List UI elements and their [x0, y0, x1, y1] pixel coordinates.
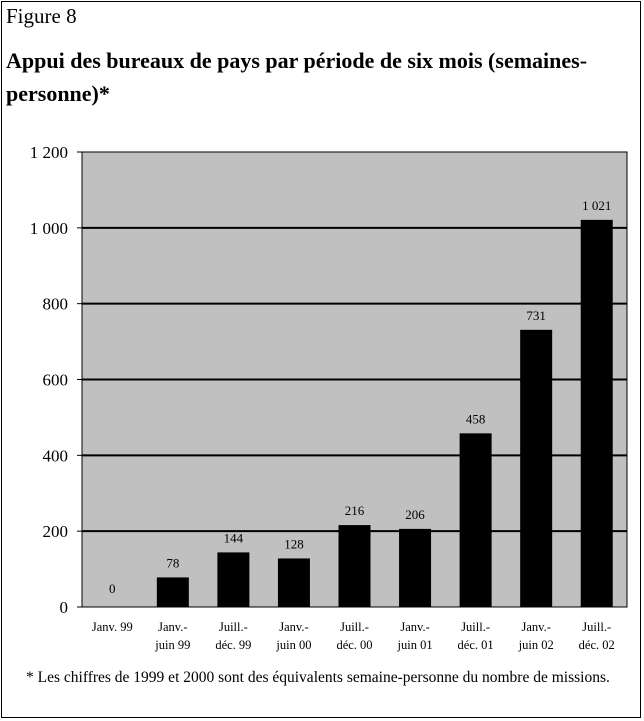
- y-tick-label: 1 200: [30, 143, 68, 162]
- y-tick-label: 200: [43, 522, 69, 541]
- figure-label: Figure 8: [6, 4, 77, 28]
- x-tick-label: Juill.-déc. 02: [579, 620, 615, 652]
- y-tick-label: 400: [43, 446, 69, 465]
- data-label: 731: [526, 308, 546, 323]
- bar: [277, 558, 310, 607]
- y-tick-label: 0: [60, 598, 69, 617]
- x-tick-label: Janv.-juin 99: [154, 620, 190, 652]
- x-tick-label: Juill.-déc. 00: [336, 620, 372, 652]
- y-tick-label: 600: [43, 371, 69, 390]
- x-tick-label: Janv. 99: [92, 620, 133, 634]
- bar: [217, 552, 250, 607]
- data-label: 1 021: [582, 198, 611, 213]
- data-label: 144: [224, 530, 244, 545]
- x-tick-label: Janv.-juin 02: [518, 620, 554, 652]
- data-label: 216: [345, 503, 365, 518]
- footnote: * Les chiffres de 1999 et 2000 sont des …: [26, 669, 610, 686]
- x-tick-label: Janv.-juin 01: [397, 620, 433, 652]
- data-label: 78: [166, 555, 179, 570]
- chart-title: Appui des bureaux de pays par période de…: [6, 48, 588, 106]
- x-tick-label: Juill.-déc. 99: [215, 620, 251, 652]
- data-label: 458: [466, 411, 486, 426]
- bar: [459, 433, 492, 607]
- bar: [580, 219, 613, 607]
- x-tick-label: Janv.-juin 00: [275, 620, 311, 652]
- bar: [338, 525, 371, 607]
- bar: [520, 329, 553, 607]
- y-tick-label: 800: [43, 295, 69, 314]
- data-label: 128: [284, 536, 304, 551]
- bar: [399, 528, 432, 607]
- chart: 0 200 400 600 800 1 000 1 200 Janv. 99 0 Janv.-ju…: [30, 143, 628, 652]
- data-label: 0: [109, 581, 116, 596]
- x-tick-label: Juill.-déc. 01: [458, 620, 494, 652]
- y-tick-label: 1 000: [30, 219, 68, 238]
- data-label: 206: [405, 507, 425, 522]
- bar: [156, 577, 189, 607]
